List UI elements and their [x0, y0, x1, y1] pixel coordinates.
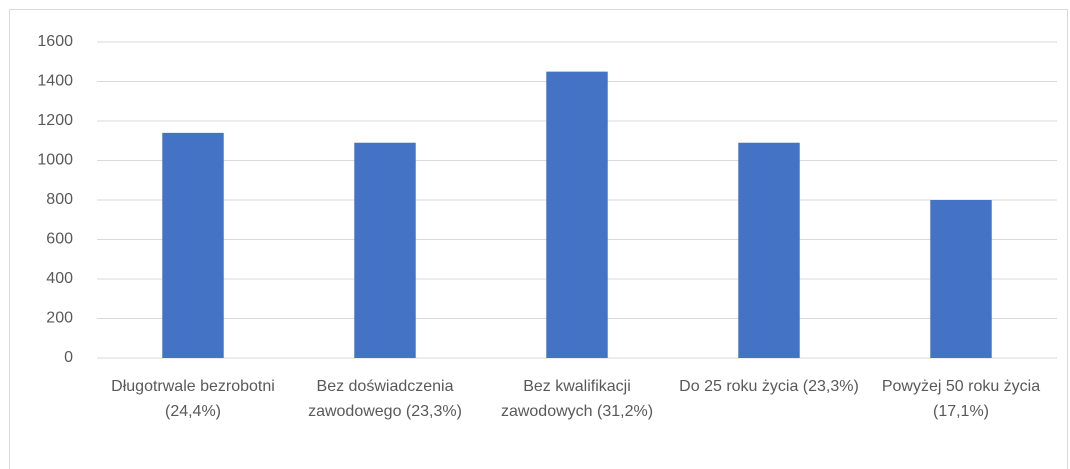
bar [354, 142, 416, 358]
y-tick-label: 1200 [37, 112, 73, 129]
x-tick-label: Bez doświadczenia zawodowego (23,3%) [308, 378, 462, 420]
y-tick-label: 600 [46, 231, 73, 248]
bar [546, 71, 608, 358]
x-tick-label: Długotrwale bezrobotni (24,4%) [111, 378, 275, 420]
bar [162, 132, 224, 358]
chart-border [9, 9, 1068, 469]
y-tick-label: 400 [46, 270, 73, 287]
bar [738, 142, 800, 358]
y-tick-label: 0 [64, 349, 73, 366]
x-tick-label: Do 25 roku życia (23,3%) [679, 378, 859, 395]
bar [930, 200, 992, 358]
y-tick-label: 200 [46, 310, 73, 327]
y-tick-label: 1000 [37, 152, 73, 169]
y-tick-label: 1400 [37, 73, 73, 90]
y-tick-label: 1600 [37, 33, 73, 50]
y-tick-label: 800 [46, 191, 73, 208]
x-tick-label: Bez kwalifikacji zawodowych (31,2%) [500, 378, 654, 420]
x-tick-label: Powyżej 50 roku życia (17,1%) [881, 378, 1041, 420]
